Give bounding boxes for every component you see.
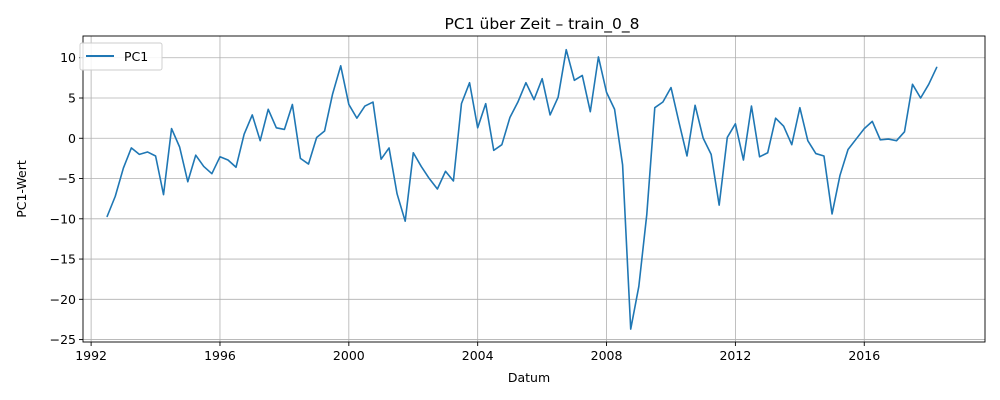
chart-title: PC1 über Zeit – train_0_8: [445, 15, 640, 34]
x-tick-label: 2008: [591, 348, 623, 363]
y-tick-label: −25: [50, 332, 76, 347]
y-tick-label: 0: [68, 131, 76, 146]
y-tick-label: −10: [50, 211, 76, 226]
y-tick-label: 10: [60, 50, 76, 65]
y-axis: 10 5 0 −5 −10 −15 −20 −25: [50, 50, 83, 347]
x-tick-label: 2000: [333, 348, 365, 363]
y-tick-label: −5: [58, 171, 76, 186]
legend-label: PC1: [124, 49, 148, 64]
x-tick-label: 1996: [204, 348, 236, 363]
series-layer: [106, 48, 938, 330]
x-tick-label: 1992: [75, 348, 107, 363]
y-axis-label: PC1-Wert: [14, 160, 29, 218]
legend: PC1: [79, 42, 163, 71]
x-axis-label: Datum: [508, 370, 550, 385]
y-tick-label: −20: [50, 292, 76, 307]
grid: [83, 36, 985, 342]
x-tick-label: 2004: [462, 348, 494, 363]
series-line-pc1: [106, 48, 938, 330]
x-axis: 1992 1996 2000 2004 2008 2012 2016: [75, 342, 880, 363]
x-tick-label: 2016: [848, 348, 880, 363]
x-tick-label: 2012: [719, 348, 751, 363]
y-tick-label: −15: [50, 252, 76, 267]
y-tick-label: 5: [68, 91, 76, 106]
plot-area-frame: [82, 35, 986, 343]
legend-box: [79, 42, 163, 71]
